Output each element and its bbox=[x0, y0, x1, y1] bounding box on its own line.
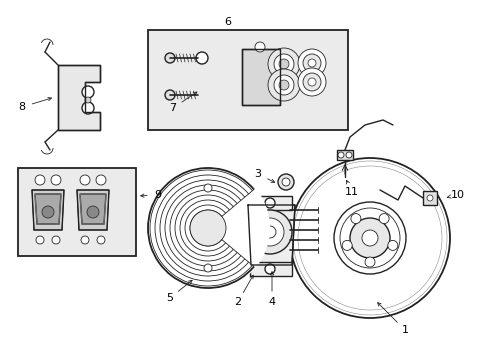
Bar bbox=[249, 262, 291, 276]
Circle shape bbox=[254, 42, 264, 52]
Bar bbox=[247, 196, 291, 210]
Circle shape bbox=[303, 54, 320, 72]
Circle shape bbox=[51, 175, 61, 185]
Circle shape bbox=[350, 213, 360, 224]
Circle shape bbox=[190, 210, 225, 246]
Text: 7: 7 bbox=[169, 103, 176, 113]
Polygon shape bbox=[35, 194, 61, 224]
Text: 9: 9 bbox=[154, 190, 161, 200]
Circle shape bbox=[256, 218, 284, 246]
Polygon shape bbox=[58, 65, 100, 130]
Circle shape bbox=[378, 213, 388, 224]
Circle shape bbox=[303, 73, 320, 91]
Circle shape bbox=[297, 49, 325, 77]
Circle shape bbox=[279, 59, 288, 69]
Circle shape bbox=[426, 195, 432, 201]
Circle shape bbox=[387, 240, 397, 251]
Circle shape bbox=[279, 80, 288, 90]
Bar bbox=[18, 168, 136, 256]
Circle shape bbox=[339, 208, 399, 268]
Text: 11: 11 bbox=[345, 187, 358, 197]
Polygon shape bbox=[80, 194, 106, 224]
Circle shape bbox=[342, 240, 351, 251]
Polygon shape bbox=[32, 190, 64, 230]
Circle shape bbox=[82, 102, 94, 114]
Circle shape bbox=[333, 202, 405, 274]
Circle shape bbox=[349, 218, 389, 258]
Bar bbox=[422, 191, 436, 205]
Circle shape bbox=[267, 69, 299, 101]
Text: 5: 5 bbox=[166, 293, 173, 303]
Circle shape bbox=[264, 226, 275, 238]
Polygon shape bbox=[247, 205, 294, 265]
Circle shape bbox=[97, 236, 105, 244]
Circle shape bbox=[297, 68, 325, 96]
Circle shape bbox=[203, 264, 212, 272]
Circle shape bbox=[364, 257, 374, 267]
Circle shape bbox=[164, 90, 175, 100]
Circle shape bbox=[264, 264, 274, 274]
Circle shape bbox=[273, 54, 293, 74]
Text: 1: 1 bbox=[401, 325, 407, 335]
Circle shape bbox=[52, 236, 60, 244]
Circle shape bbox=[196, 52, 207, 64]
Circle shape bbox=[82, 86, 94, 98]
Text: 6: 6 bbox=[224, 17, 231, 27]
Circle shape bbox=[164, 53, 175, 63]
Polygon shape bbox=[336, 150, 352, 160]
Circle shape bbox=[85, 97, 91, 103]
Circle shape bbox=[282, 178, 289, 186]
Circle shape bbox=[81, 236, 89, 244]
Circle shape bbox=[96, 175, 106, 185]
Circle shape bbox=[289, 158, 449, 318]
Circle shape bbox=[203, 184, 212, 192]
Circle shape bbox=[337, 152, 343, 158]
Circle shape bbox=[87, 206, 99, 218]
Text: 10: 10 bbox=[450, 190, 464, 200]
Circle shape bbox=[346, 152, 351, 158]
Circle shape bbox=[42, 206, 54, 218]
Text: 8: 8 bbox=[19, 102, 25, 112]
Bar bbox=[148, 30, 347, 130]
Circle shape bbox=[35, 175, 45, 185]
Text: 2: 2 bbox=[234, 297, 241, 307]
Circle shape bbox=[361, 230, 377, 246]
Circle shape bbox=[146, 166, 269, 290]
Circle shape bbox=[247, 210, 291, 254]
Circle shape bbox=[273, 75, 293, 95]
Circle shape bbox=[307, 59, 315, 67]
Circle shape bbox=[278, 174, 293, 190]
Polygon shape bbox=[77, 190, 109, 230]
Polygon shape bbox=[242, 49, 280, 105]
Circle shape bbox=[80, 175, 90, 185]
Text: 3: 3 bbox=[254, 169, 261, 179]
Circle shape bbox=[264, 198, 274, 208]
Text: 4: 4 bbox=[268, 297, 275, 307]
Circle shape bbox=[267, 48, 299, 80]
Circle shape bbox=[36, 236, 44, 244]
Circle shape bbox=[307, 78, 315, 86]
